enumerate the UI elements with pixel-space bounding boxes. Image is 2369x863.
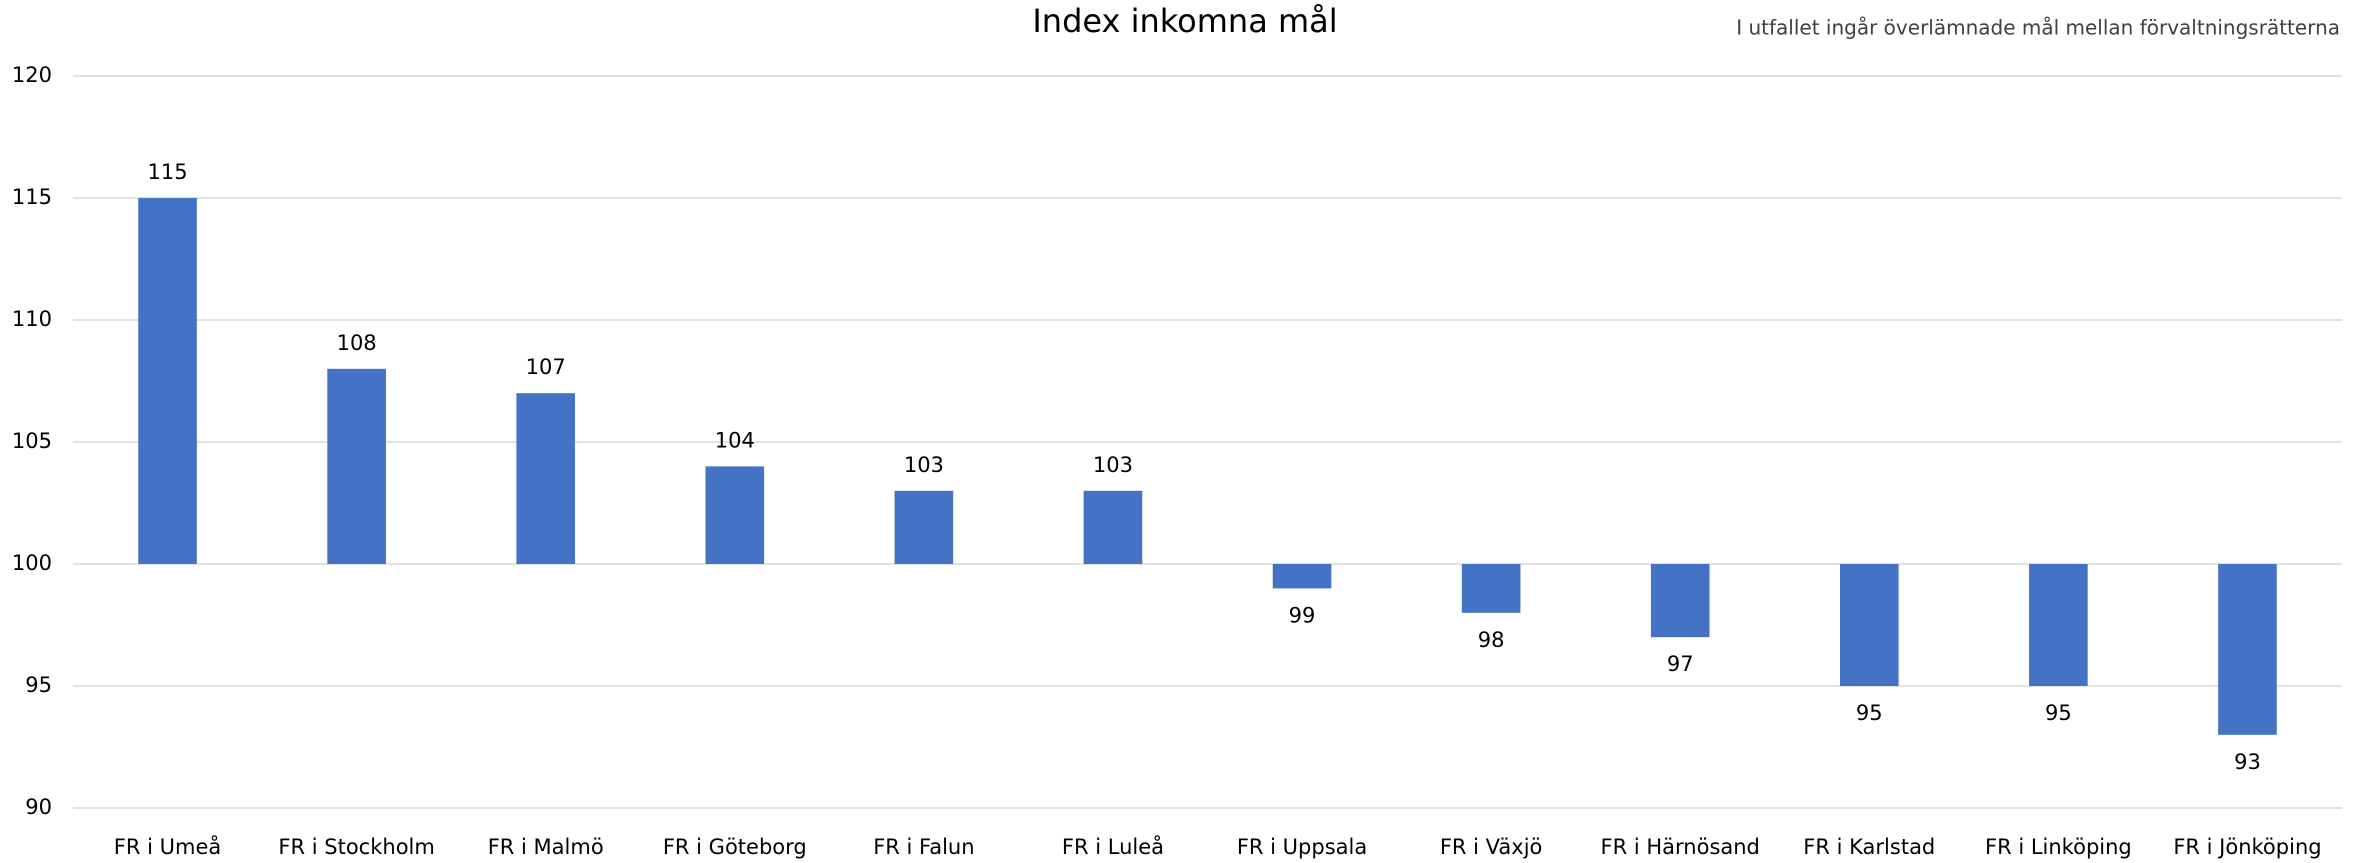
data-label: 98: [1478, 628, 1505, 652]
data-label: 95: [2045, 701, 2072, 725]
chart-subtitle: I utfallet ingår överlämnade mål mellan …: [1736, 16, 2340, 40]
bar: [2218, 564, 2277, 735]
x-tick-label: FR i Linköping: [1985, 835, 2132, 859]
x-tick-label: FR i Karlstad: [1803, 835, 1935, 859]
y-tick-label: 100: [12, 551, 52, 575]
x-tick-label: FR i Malmö: [488, 835, 604, 859]
x-tick-label: FR i Göteborg: [663, 835, 807, 859]
x-tick-label: FR i Växjö: [1440, 835, 1543, 859]
x-tick-label: FR i Härnösand: [1601, 835, 1760, 859]
bar: [2029, 564, 2088, 686]
chart-title: Index inkomna mål: [1032, 2, 1337, 40]
x-tick-label: FR i Umeå: [114, 834, 221, 859]
bar: [327, 368, 386, 564]
data-label: 115: [147, 160, 187, 184]
y-tick-label: 95: [25, 673, 52, 697]
bar: [138, 198, 197, 564]
bar: [1083, 490, 1143, 564]
y-tick-label: 120: [12, 63, 52, 87]
bar: [516, 393, 576, 564]
bar: [1461, 564, 1521, 613]
data-label: 107: [526, 355, 566, 379]
y-tick-label: 105: [12, 429, 52, 453]
data-label: 99: [1289, 603, 1316, 627]
bar: [705, 466, 765, 564]
bar: [894, 490, 954, 564]
data-label: 108: [337, 331, 377, 355]
x-tick-label: FR i Luleå: [1062, 834, 1164, 859]
data-label: 97: [1667, 652, 1694, 676]
x-tick-label: FR i Falun: [873, 835, 974, 859]
bar: [1650, 564, 1710, 638]
y-tick-label: 90: [25, 795, 52, 819]
data-label: 103: [904, 453, 944, 477]
y-tick-label: 115: [12, 185, 52, 209]
x-tick-label: FR i Jönköping: [2173, 835, 2321, 859]
bar: [1839, 564, 1899, 686]
x-tick-label: FR i Uppsala: [1237, 835, 1367, 859]
data-label: 103: [1093, 453, 1133, 477]
bar: [1272, 564, 1332, 589]
y-tick-label: 110: [12, 307, 52, 331]
x-tick-label: FR i Stockholm: [278, 835, 434, 859]
data-label: 93: [2234, 750, 2261, 774]
data-label: 95: [1856, 701, 1883, 725]
data-label: 104: [715, 428, 755, 452]
